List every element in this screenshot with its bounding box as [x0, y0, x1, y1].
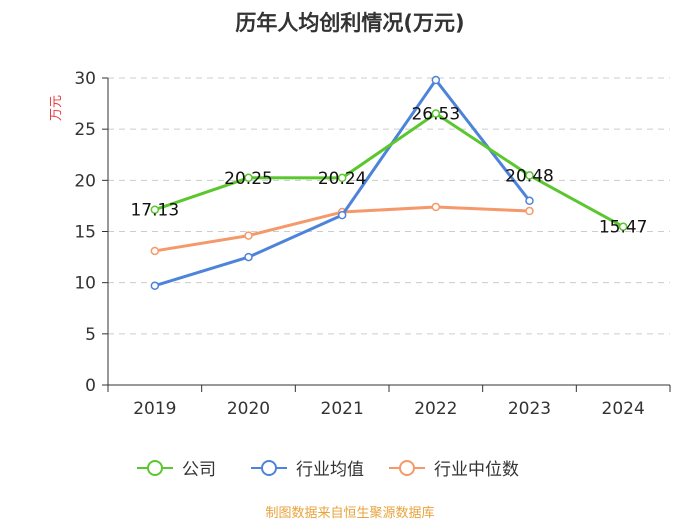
data-point — [431, 75, 441, 85]
data-point — [431, 109, 441, 118]
data-point — [244, 252, 253, 262]
x-tick-label: 2019 — [133, 399, 176, 419]
data-point — [431, 202, 441, 212]
y-tick-label: 10 — [74, 274, 96, 294]
data-point — [150, 205, 160, 214]
data-label: 20.48 — [505, 166, 554, 186]
data-point — [337, 210, 347, 220]
axes: 0 5 10 15 20 25 30 2019 2020 2021 2022 2023 2024 — [74, 69, 671, 419]
data-label: 26.53 — [411, 105, 460, 125]
chart-title: 历年人均创利情况(万元) — [235, 11, 464, 35]
legend-item-1[interactable]: 行业均值 — [251, 460, 364, 480]
data-point — [244, 231, 253, 240]
y-tick-label: 25 — [74, 120, 96, 140]
source-note: 制图数据来自恒生聚源数据库 — [265, 505, 434, 521]
legend[interactable]: 公司 行业均值 行业中位数 — [137, 460, 519, 480]
y-tick-label: 0 — [85, 376, 96, 396]
legend-label: 行业均值 — [296, 460, 364, 480]
x-tick-label: 2022 — [414, 399, 457, 419]
data-point — [525, 206, 534, 216]
data-point — [525, 196, 534, 206]
y-tick-label: 5 — [85, 325, 96, 345]
data-point — [244, 173, 253, 183]
legend-label: 行业中位数 — [434, 460, 519, 480]
data-point — [150, 246, 160, 256]
data-label: 15.47 — [599, 218, 648, 238]
series-line-0 — [154, 112, 624, 229]
data-label: 20.24 — [318, 169, 367, 189]
x-tick-label: 2024 — [602, 399, 645, 419]
legend-marker — [399, 460, 415, 476]
legend-item-2[interactable]: 行业中位数 — [389, 460, 519, 480]
x-tick-label: 2023 — [508, 399, 551, 419]
series-group — [150, 75, 628, 290]
x-tick-label: 2021 — [321, 399, 364, 419]
grid-lines — [108, 77, 670, 335]
data-label: 20.25 — [224, 169, 273, 189]
legend-item-0[interactable]: 公司 — [137, 460, 216, 480]
data-point — [525, 171, 534, 180]
legend-marker — [261, 460, 277, 476]
data-point — [618, 222, 628, 231]
data-point — [150, 281, 160, 290]
y-tick-label: 30 — [74, 69, 96, 89]
legend-label: 公司 — [182, 460, 216, 480]
data-point — [337, 173, 347, 183]
y-axis-label: 万元 — [49, 95, 64, 121]
legend-marker — [147, 460, 163, 476]
y-tick-label: 15 — [74, 223, 96, 243]
data-label: 17.13 — [130, 201, 179, 221]
x-tick-label: 2020 — [227, 399, 270, 419]
data-labels: 17.13 20.25 20.24 26.53 20.48 15.47 — [130, 105, 647, 238]
y-tick-label: 20 — [74, 171, 96, 191]
